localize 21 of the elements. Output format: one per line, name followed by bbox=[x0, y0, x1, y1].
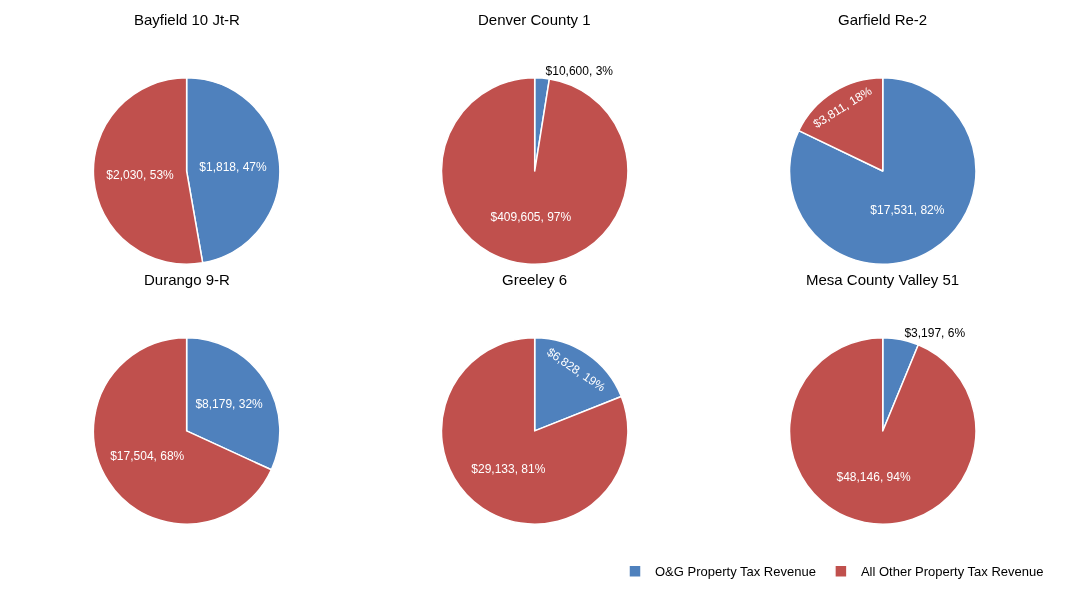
data-label: $29,133, 81% bbox=[471, 462, 546, 477]
chart-title: Durango 9-R bbox=[144, 271, 231, 288]
pie-slice bbox=[440, 336, 629, 525]
data-label: $17,504, 68% bbox=[110, 449, 185, 464]
legend-label: All Other Property Tax Revenue bbox=[860, 564, 1044, 580]
pie-slice bbox=[788, 77, 977, 265]
chart-title: Garfield Re-2 bbox=[838, 11, 928, 28]
data-label: $1,818, 47% bbox=[199, 159, 268, 174]
data-label: $3,197, 6% bbox=[904, 325, 966, 340]
chart-title: Greeley 6 bbox=[502, 271, 568, 288]
chart-title: Denver County 1 bbox=[478, 11, 591, 28]
chart-title: Bayfield 10 Jt-R bbox=[134, 11, 241, 28]
data-label: $17,531, 82% bbox=[870, 203, 945, 218]
legend-label: O&G Property Tax Revenue bbox=[655, 564, 816, 580]
chart-title: Mesa County Valley 51 bbox=[806, 271, 960, 288]
data-label: $48,146, 94% bbox=[836, 469, 911, 484]
data-label: $409,605, 97% bbox=[490, 210, 572, 225]
data-label: $10,600, 3% bbox=[545, 64, 614, 79]
pie-slice bbox=[440, 77, 629, 265]
data-label: $2,030, 53% bbox=[106, 168, 175, 183]
data-label: $8,179, 32% bbox=[195, 396, 264, 411]
